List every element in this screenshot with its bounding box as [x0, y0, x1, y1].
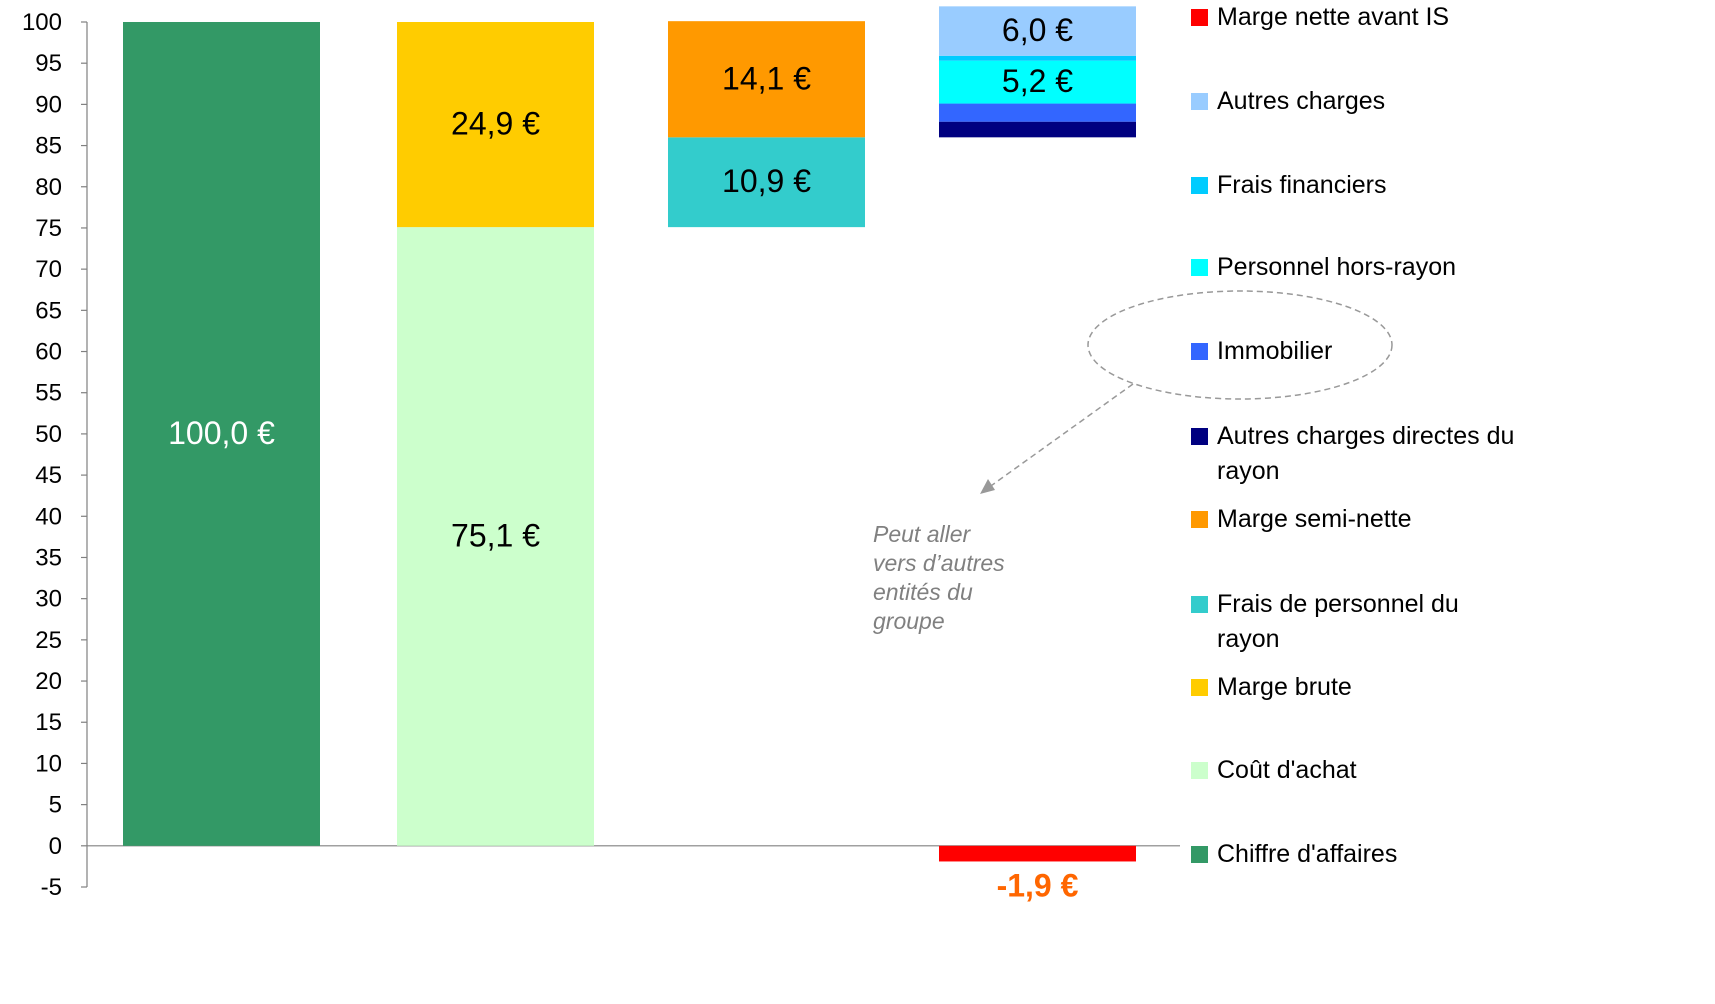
annotation-text: groupe	[873, 608, 945, 634]
legend-swatch	[1191, 596, 1208, 613]
legend-label: Chiffre d'affaires	[1217, 840, 1397, 868]
legend-label: Autres charges directes du rayon	[1217, 422, 1514, 485]
y-tick-label: 0	[49, 833, 62, 860]
data-labels: 100,0 € 75,1 € 24,9 € 10,9 € 14,1 € 5,2 € 6,0 …	[168, 12, 1079, 903]
y-tick-label: 20	[35, 668, 62, 695]
legend-label: Personnel hors-rayon	[1217, 253, 1456, 281]
data-label: 100,0 €	[168, 415, 275, 451]
bars-layer	[123, 6, 1136, 862]
legend-swatch	[1191, 343, 1208, 360]
bar-autres-charges-directes-du-rayon	[939, 121, 1136, 138]
bar-personnel-hors-rayon	[939, 60, 1136, 104]
legend-item: Autres charges	[1191, 87, 1385, 115]
legend-label: Frais de personnel du rayon	[1217, 590, 1459, 653]
legend-item: Marge brute	[1191, 673, 1352, 701]
legend-swatch	[1191, 93, 1208, 110]
annotation-text: vers d’autres	[873, 550, 1005, 576]
legend-label: Immobilier	[1217, 337, 1332, 365]
data-label: 14,1 €	[722, 60, 811, 96]
y-tick-label: 100	[22, 9, 62, 36]
legend-item: Coût d'achat	[1191, 756, 1357, 784]
y-axis: -5 0 5 10 15 20 25 30 35 40 45 50 55 60 65 70 75 80 85 90 95…	[22, 9, 1180, 901]
bar-marge-brute	[397, 22, 594, 228]
data-label: 10,9 €	[722, 163, 811, 199]
annotation-text: entités du	[873, 579, 973, 605]
bar-chiffre-d-affaires	[123, 22, 320, 846]
annotation-ellipse	[1087, 290, 1393, 400]
y-tick-label: 95	[35, 50, 62, 77]
legend: Marge nette avant IS Autres charges Frais …	[1191, 3, 1514, 868]
bar-marge-nette-avant-is	[939, 845, 1136, 862]
legend-swatch	[1191, 177, 1208, 194]
legend-swatch	[1191, 679, 1208, 696]
y-tick-label: 15	[35, 709, 62, 736]
y-tick-label: 25	[35, 627, 62, 654]
data-label: 24,9 €	[451, 106, 540, 142]
legend-swatch	[1191, 428, 1208, 445]
legend-item: Autres charges directes du rayon	[1191, 422, 1514, 485]
legend-item: Immobilier	[1191, 337, 1332, 365]
legend-label: Frais financiers	[1217, 171, 1387, 199]
legend-item: Frais de personnel du rayon	[1191, 590, 1459, 653]
bar-immobilier	[939, 103, 1136, 122]
bar-frais-financiers	[939, 55, 1136, 61]
y-tick-label: 75	[35, 215, 62, 242]
legend-swatch	[1191, 511, 1208, 528]
y-tick-label: 45	[35, 462, 62, 489]
annotation: Peut aller vers d’autres entités du groupe	[873, 290, 1393, 634]
annotation-arrow-head	[980, 479, 995, 494]
legend-swatch	[1191, 762, 1208, 779]
y-tick-label: 35	[35, 544, 62, 571]
legend-swatch	[1191, 846, 1208, 863]
y-tick-label: 40	[35, 503, 62, 530]
data-label: 75,1 €	[451, 517, 540, 553]
y-tick-label: 55	[35, 380, 62, 407]
y-tick-label: -5	[41, 874, 62, 901]
y-tick-label: 85	[35, 133, 62, 160]
y-tick-label: 10	[35, 750, 62, 777]
legend-label: Marge brute	[1217, 673, 1352, 701]
y-tick-label: 65	[35, 297, 62, 324]
legend-item: Marge nette avant IS	[1191, 3, 1449, 31]
legend-item: Personnel hors-rayon	[1191, 253, 1456, 281]
y-tick-label: 60	[35, 339, 62, 366]
legend-swatch	[1191, 9, 1208, 26]
data-label: -1,9 €	[997, 867, 1079, 903]
data-label: 5,2 €	[1002, 63, 1073, 99]
legend-swatch	[1191, 259, 1208, 276]
annotation-arrow-line	[987, 383, 1134, 489]
y-tick-label: 50	[35, 421, 62, 448]
annotation-text: Peut aller	[873, 521, 972, 547]
legend-item: Frais financiers	[1191, 171, 1387, 199]
y-tick-label: 5	[49, 792, 62, 819]
legend-item: Chiffre d'affaires	[1191, 840, 1397, 868]
legend-label: Autres charges	[1217, 87, 1385, 115]
legend-label: Coût d'achat	[1217, 756, 1357, 784]
legend-label: Marge nette avant IS	[1217, 3, 1449, 31]
y-tick-label: 90	[35, 91, 62, 118]
y-tick-label: 70	[35, 256, 62, 283]
y-tick-label: 80	[35, 174, 62, 201]
bar-autres-charges	[939, 6, 1136, 56]
data-label: 6,0 €	[1002, 12, 1073, 48]
bar-marge-semi-nette	[668, 21, 865, 138]
legend-label: Marge semi-nette	[1217, 505, 1412, 533]
bar-co-t-d-achat	[397, 227, 594, 846]
bar-frais-de-personnel-du-rayon	[668, 137, 865, 228]
legend-item: Marge semi-nette	[1191, 505, 1412, 533]
y-tick-label: 30	[35, 586, 62, 613]
